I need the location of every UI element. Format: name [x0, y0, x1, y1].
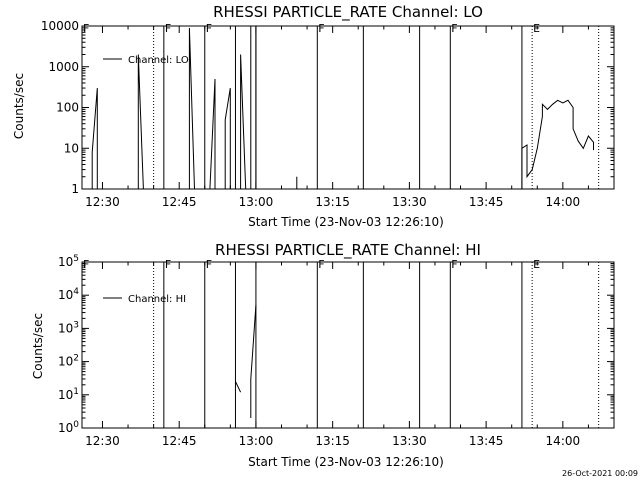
legend-label-hi: Channel: HI	[128, 294, 186, 305]
event-flag-hi-3: F	[206, 258, 212, 271]
series-line-hi-0-0	[235, 381, 242, 393]
series-line-hi-0-1	[250, 305, 257, 418]
y-tick-label-hi-1: 101	[58, 387, 79, 402]
event-flag-hi-2: F	[165, 258, 171, 271]
data-layer-hi	[235, 305, 257, 418]
series-line-lo-0-6	[250, 25, 257, 189]
series-line-lo-0-4	[224, 88, 231, 189]
x-tick-label-lo-6: 14:00	[546, 195, 581, 209]
x-tick-label-hi-3: 13:15	[315, 434, 350, 448]
x-tick-label-hi-5: 13:45	[469, 434, 504, 448]
series-line-lo-0-1	[137, 54, 144, 190]
x-tick-label-lo-2: 13:00	[239, 195, 274, 209]
footer-timestamp: 26-Oct-2021 00:09	[562, 469, 638, 478]
y-tick-label-hi-3: 103	[58, 320, 79, 335]
panel-lo: RHESSI PARTICLE_RATE Channel: LO Start T…	[12, 3, 615, 229]
y-tick-label-lo-0: 1	[71, 182, 79, 196]
y-axis-label-hi: Counts/sec	[31, 313, 45, 379]
event-flag-lo-2: F	[165, 22, 171, 35]
x-tick-label-hi-6: 14:00	[546, 434, 581, 448]
data-layer-lo	[91, 25, 594, 190]
tick-layer-hi: 12:30 12:45 13:00 13:15 13:30 13:45 14:00 100 10…	[58, 254, 615, 448]
y-tick-label-lo-4: 10000	[41, 19, 79, 33]
y-tick-label-lo-1: 10	[64, 141, 79, 155]
panel-hi: RHESSI PARTICLE_RATE Channel: HI Start T…	[31, 241, 615, 469]
plot-frame-hi	[81, 261, 615, 429]
x-tick-label-lo-1: 12:45	[162, 195, 197, 209]
event-flag-lo-9: F	[451, 22, 457, 35]
series-line-lo-0-8	[521, 99, 594, 189]
chart-title-lo: RHESSI PARTICLE_RATE Channel: LO	[213, 3, 483, 22]
x-axis-label-hi: Start Time (23-Nov-03 12:26:10)	[248, 455, 444, 469]
event-flag-hi-11: E	[533, 258, 540, 271]
legend-hi: Channel: HI	[103, 294, 186, 305]
legend-lo: Channel: LO	[103, 55, 189, 66]
y-tick-label-lo-2: 100	[56, 101, 79, 115]
event-flag-hi-9: F	[451, 258, 457, 271]
y-axis-label-lo: Counts/sec	[12, 73, 26, 139]
x-tick-label-lo-3: 13:15	[315, 195, 350, 209]
x-tick-label-lo-0: 12:30	[85, 195, 120, 209]
event-flag-lo-3: F	[206, 22, 212, 35]
x-tick-label-lo-4: 13:30	[392, 195, 427, 209]
event-flag-lo-6: F	[318, 22, 324, 35]
event-flag-lo-11: E	[533, 22, 540, 35]
series-line-lo-0-5	[240, 54, 247, 190]
event-flag-hi-0: F	[83, 258, 89, 271]
y-tick-label-hi-4: 104	[58, 287, 79, 302]
series-line-lo-0-2	[188, 27, 195, 190]
tick-layer-lo: 12:30 12:45 13:00 13:15 13:30 13:45 14:00 1 10 10…	[41, 19, 615, 209]
event-flag-lo-0: F	[83, 22, 89, 35]
y-tick-label-hi-5: 105	[58, 254, 79, 269]
y-tick-label-lo-3: 1000	[48, 60, 79, 74]
y-tick-label-hi-2: 102	[58, 354, 79, 369]
x-tick-label-lo-5: 13:45	[469, 195, 504, 209]
x-tick-label-hi-1: 12:45	[162, 434, 197, 448]
plot-frame-lo	[81, 25, 615, 190]
x-axis-label-lo: Start Time (23-Nov-03 12:26:10)	[248, 215, 444, 229]
x-tick-label-hi-4: 13:30	[392, 434, 427, 448]
x-tick-label-hi-0: 12:30	[85, 434, 120, 448]
chart-title-hi: RHESSI PARTICLE_RATE Channel: HI	[215, 241, 481, 260]
y-tick-label-hi-0: 100	[58, 420, 79, 435]
legend-label-lo: Channel: LO	[128, 55, 189, 66]
event-flag-hi-6: F	[318, 258, 324, 271]
series-line-lo-0-0	[91, 88, 98, 189]
series-line-lo-0-3	[209, 78, 216, 190]
x-tick-label-hi-2: 13:00	[239, 434, 274, 448]
